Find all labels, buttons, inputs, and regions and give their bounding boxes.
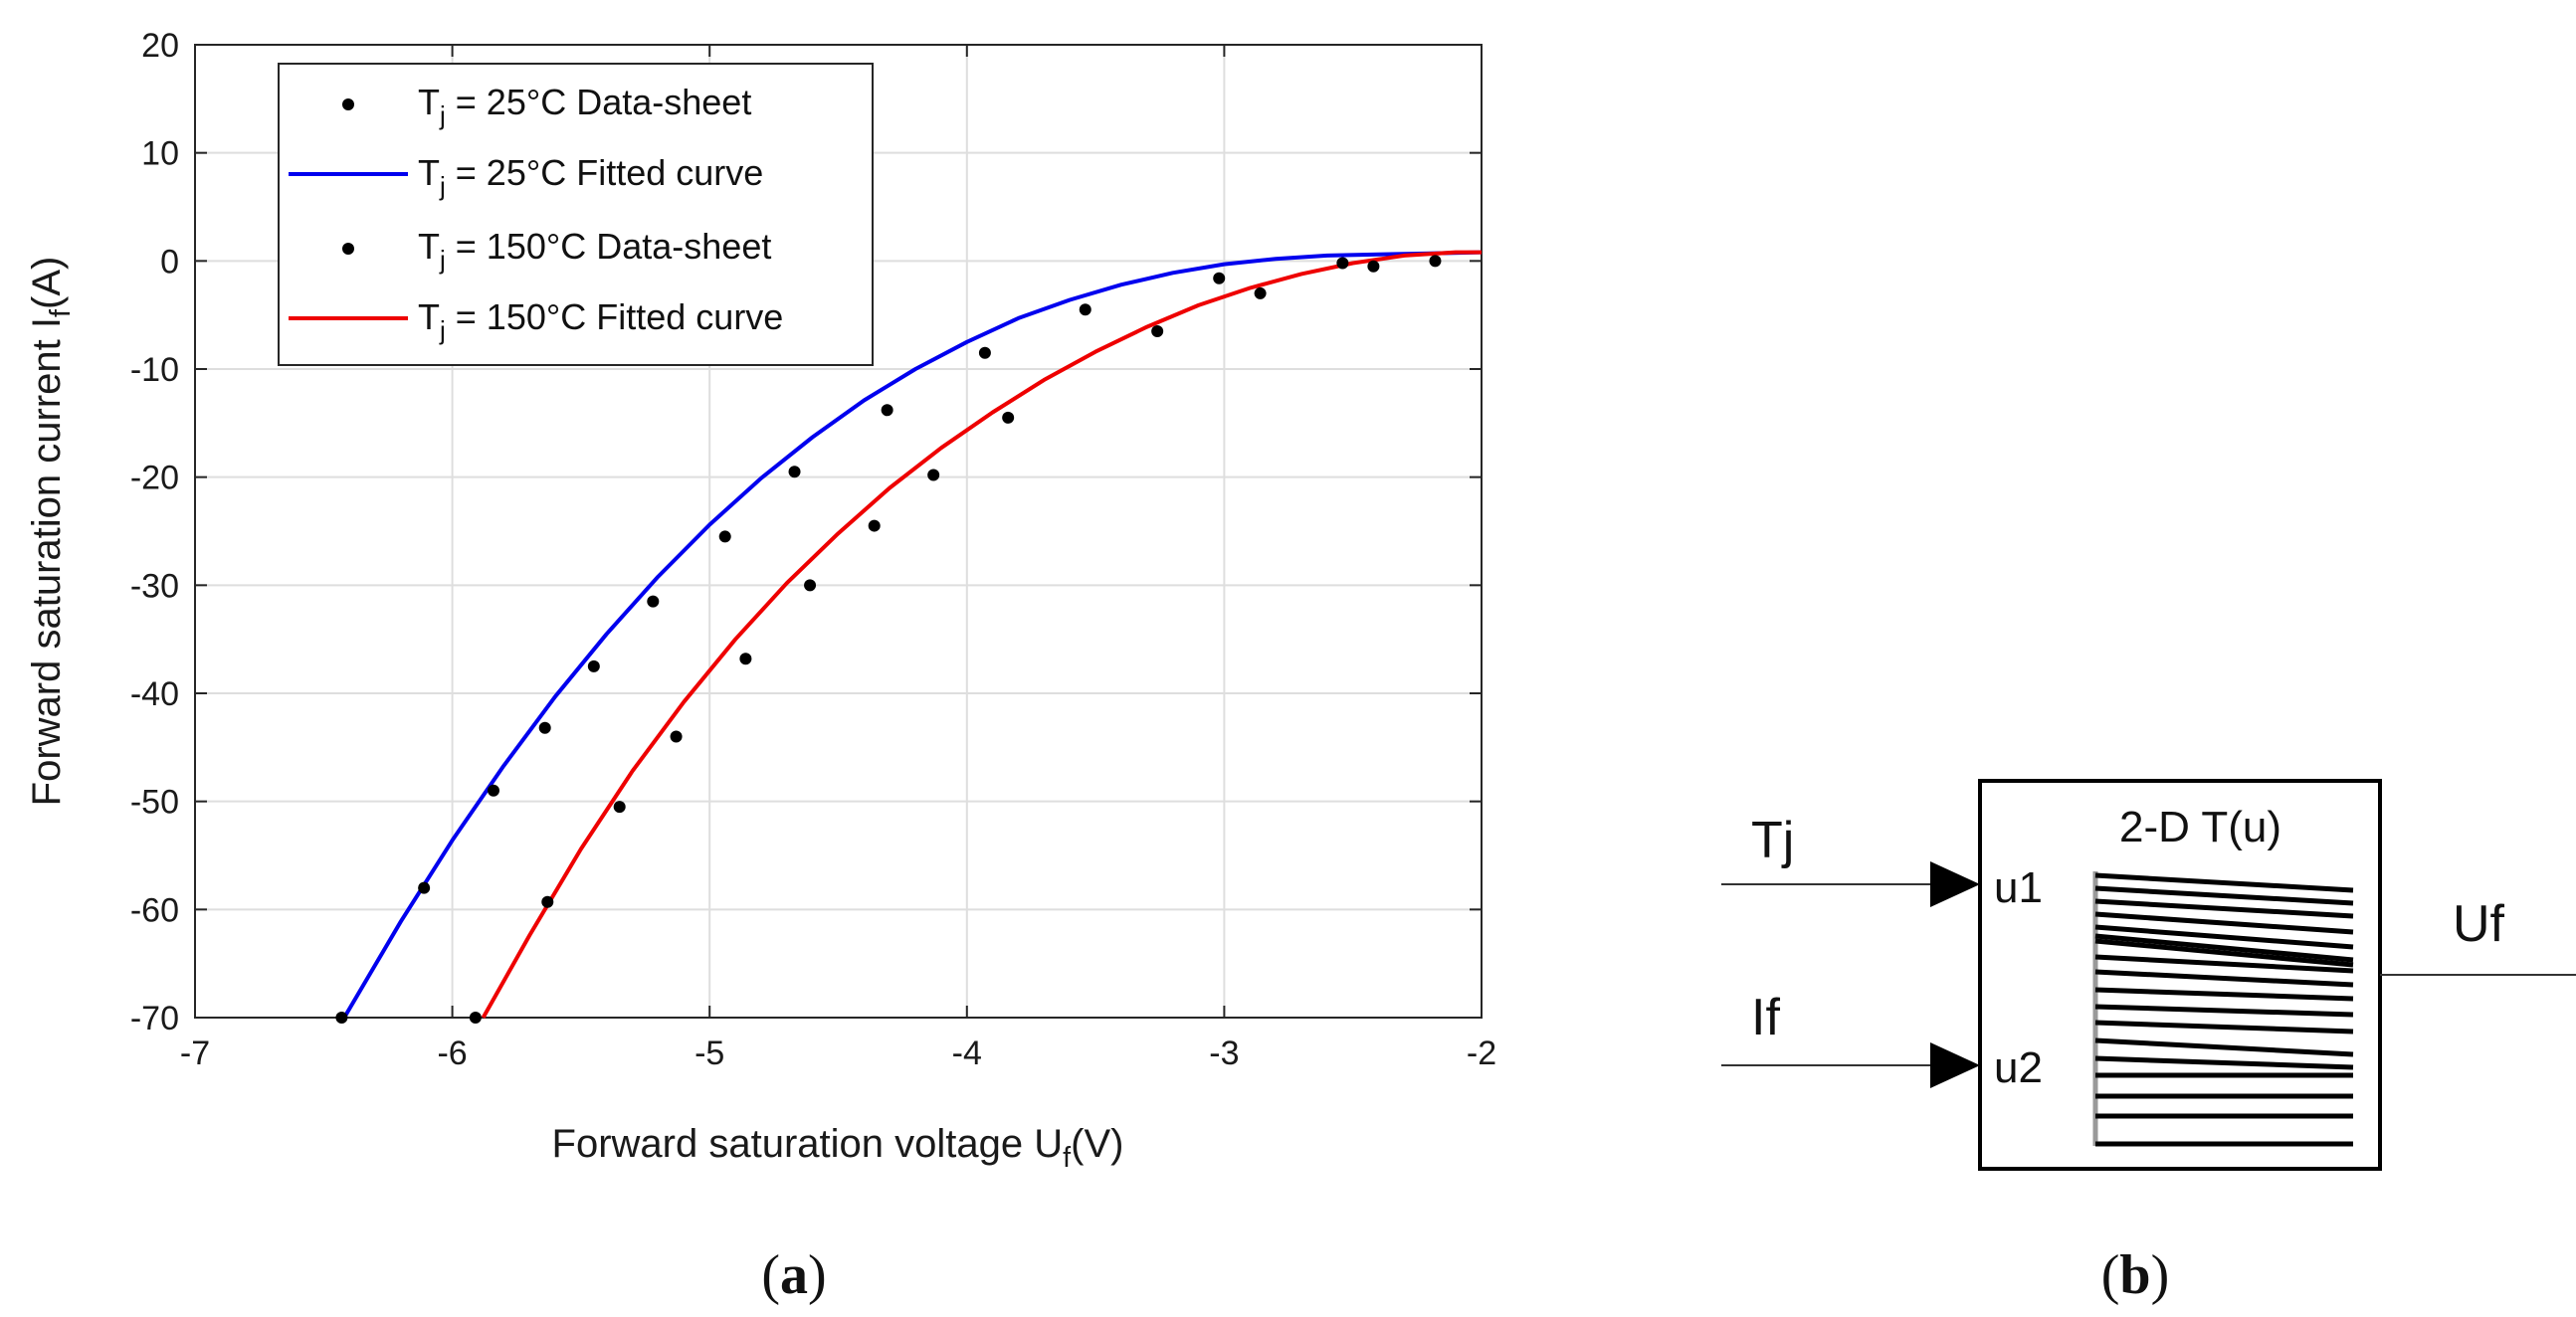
data-point-t-j-25-c-data-sheet [978, 346, 991, 359]
data-point-t-j-25-c-data-sheet [538, 721, 551, 734]
y-tick-label: 0 [160, 243, 179, 281]
data-point-t-j-25-c-data-sheet [1079, 303, 1091, 316]
legend-label-rest: = 25°C Fitted curve [446, 152, 764, 193]
series-line-t-j-150-c-fitted-curve [481, 250, 1482, 1019]
data-point-t-j-25-c-data-sheet [418, 881, 431, 894]
output-signal-label: Uf [2453, 895, 2505, 953]
legend-label-rest: = 150°C Fitted curve [446, 296, 784, 337]
legend-box [278, 63, 874, 366]
y-tick-label: 10 [141, 135, 179, 173]
caption-b: (b) [2101, 1244, 2169, 1306]
legend-label-sub: j [439, 317, 446, 345]
y-tick-label: -20 [130, 460, 179, 497]
input2-signal-label: If [1751, 989, 1780, 1046]
data-point-t-j-150-c-data-sheet [469, 1012, 482, 1024]
x-tick-label: -6 [437, 1035, 467, 1072]
data-point-t-j-150-c-data-sheet [1367, 260, 1380, 273]
input2-port-label: u2 [1994, 1043, 2043, 1092]
legend-label-rest: = 150°C Data-sheet [446, 226, 772, 267]
data-point-t-j-25-c-data-sheet [335, 1012, 348, 1024]
data-point-t-j-25-c-data-sheet [788, 466, 801, 478]
legend: Tj = 25°C Data-sheet Tj = 25°C Fitted cu… [278, 63, 874, 366]
legend-label-150c-datasheet: Tj = 150°C Data-sheet [418, 226, 771, 275]
y-axis-title: Forward saturation current If(A) [25, 257, 77, 807]
y-tick-label: -30 [130, 567, 179, 605]
legend-label-25c-fitted: Tj = 25°C Fitted curve [418, 152, 763, 201]
data-point-t-j-150-c-data-sheet [804, 579, 817, 592]
series-line-t-j-25-c-fitted-curve [342, 250, 1483, 1020]
data-point-t-j-150-c-data-sheet [868, 519, 881, 532]
x-axis-title: Forward saturation voltage Uf(V) [552, 1122, 1124, 1174]
x-tick-label: -5 [694, 1035, 724, 1072]
input1-signal-label: Tj [1751, 812, 1794, 869]
x-tick-label: -4 [952, 1035, 982, 1072]
legend-label-25c-datasheet: Tj = 25°C Data-sheet [418, 82, 751, 130]
legend-label-150c-fitted: Tj = 150°C Fitted curve [418, 296, 783, 345]
data-point-t-j-25-c-data-sheet [487, 784, 499, 797]
data-point-t-j-25-c-data-sheet [1213, 272, 1226, 284]
data-point-t-j-25-c-data-sheet [718, 530, 731, 543]
data-point-t-j-150-c-data-sheet [670, 730, 683, 743]
input1-port-label: u1 [1994, 863, 2043, 912]
plot-frame [194, 44, 1483, 1019]
input1-arrow-icon [1930, 861, 1980, 907]
x-tick-label: -7 [180, 1035, 210, 1072]
diagram-panel-b: Tj If 2-D T(u) u1 u2 [1721, 779, 2576, 1171]
legend-label-rest: = 25°C Data-sheet [446, 82, 752, 122]
data-point-t-j-150-c-data-sheet [541, 895, 554, 908]
data-point-t-j-150-c-data-sheet [1151, 324, 1164, 337]
caption-a: (a) [761, 1244, 826, 1306]
data-point-t-j-150-c-data-sheet [927, 469, 940, 481]
x-axis-title-sub: f [1063, 1142, 1072, 1174]
data-point-t-j-150-c-data-sheet [739, 653, 752, 665]
series-layer [335, 250, 1483, 1024]
y-tick-label: 20 [141, 27, 179, 65]
legend-marker-25c-datasheet [342, 98, 354, 110]
data-point-t-j-25-c-data-sheet [881, 404, 893, 417]
y-tick-label: -10 [130, 351, 179, 389]
x-axis-title-main: Forward saturation voltage U [552, 1122, 1064, 1166]
legend-label-t: T [418, 152, 440, 193]
y-tick-label: -70 [130, 1000, 179, 1037]
legend-label-t: T [418, 82, 440, 122]
lookup-table-icon [2092, 871, 2354, 1147]
x-tick-label: -3 [1209, 1035, 1239, 1072]
x-axis-title-unit: (V) [1071, 1122, 1123, 1166]
y-tick-label: -40 [130, 675, 179, 713]
data-point-t-j-150-c-data-sheet [1254, 286, 1267, 299]
data-point-t-j-150-c-data-sheet [1002, 411, 1015, 424]
lookup-table-block [1978, 779, 2382, 1171]
axis-ticks: -7 -6 -5 -4 -3 -2 -70 -60 -50 -40 -30 -20 -10 0 10 20 [130, 27, 1496, 1072]
legend-label-sub: j [439, 247, 446, 275]
y-tick-label: -50 [130, 784, 179, 822]
data-point-t-j-150-c-data-sheet [613, 801, 626, 814]
legend-marker-150c-datasheet [342, 243, 354, 255]
chart-panel-a: -7 -6 -5 -4 -3 -2 -70 -60 -50 -40 -30 -20 -10 0 10 20 F… [25, 27, 1496, 1174]
legend-label-t: T [418, 226, 440, 267]
legend-label-sub: j [439, 102, 446, 130]
data-point-t-j-25-c-data-sheet [1336, 257, 1349, 270]
input2-arrow-icon [1930, 1042, 1980, 1088]
y-tick-label: -60 [130, 891, 179, 929]
data-point-t-j-25-c-data-sheet [1429, 255, 1442, 268]
data-point-t-j-25-c-data-sheet [587, 659, 600, 672]
y-axis-title-main: Forward saturation current I [25, 317, 69, 806]
x-tick-label: -2 [1467, 1035, 1496, 1072]
y-axis-title-unit: (A) [25, 257, 69, 309]
block-title: 2-D T(u) [2119, 803, 2281, 851]
legend-label-t: T [418, 296, 440, 337]
caption-b-letter: b [2119, 1244, 2150, 1306]
data-point-t-j-25-c-data-sheet [647, 595, 660, 608]
y-axis-title-sub: f [45, 308, 77, 317]
legend-label-sub: j [439, 173, 446, 201]
caption-a-letter: a [780, 1244, 808, 1306]
